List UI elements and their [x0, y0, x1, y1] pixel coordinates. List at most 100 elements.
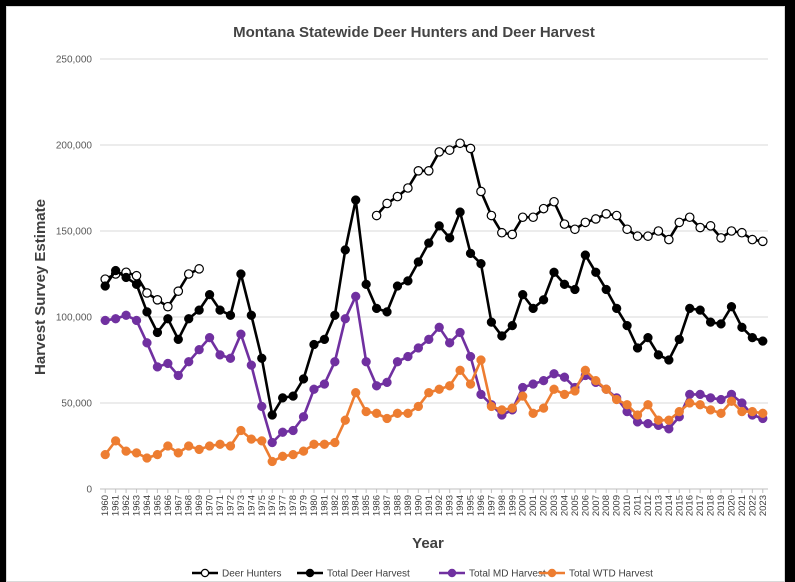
data-point — [152, 327, 163, 338]
data-point — [424, 388, 434, 398]
series-layer — [100, 138, 768, 467]
data-point — [695, 400, 705, 410]
data-point — [643, 231, 653, 241]
data-point — [173, 448, 183, 458]
data-point — [559, 372, 570, 382]
series-line — [104, 358, 763, 463]
data-point — [685, 303, 695, 314]
data-point — [121, 446, 131, 456]
data-point — [528, 379, 538, 389]
data-point — [403, 183, 413, 193]
x-tick-label: 1992 — [434, 495, 445, 516]
legend-label: Total Deer Harvest — [327, 569, 410, 580]
data-point — [497, 227, 507, 238]
data-point — [351, 388, 361, 398]
data-point — [392, 281, 403, 291]
data-point — [653, 415, 664, 425]
x-tick-label: 1972 — [225, 495, 236, 516]
data-point — [570, 386, 580, 396]
data-point — [330, 310, 340, 320]
data-point — [705, 393, 716, 403]
data-point — [538, 403, 549, 413]
x-tick-label: 1981 — [319, 495, 330, 516]
data-point — [674, 334, 684, 345]
x-tick-label: 1989 — [403, 495, 414, 516]
x-axis-label: Year — [412, 535, 444, 552]
data-point — [705, 221, 716, 231]
x-tick-label: 2007 — [591, 495, 602, 516]
data-point — [497, 405, 507, 415]
data-point — [476, 186, 486, 197]
data-point — [664, 424, 674, 434]
x-tick-label: 2001 — [528, 495, 539, 516]
x-tick-label: 2013 — [653, 495, 664, 516]
data-point — [726, 302, 737, 312]
data-point — [236, 329, 246, 339]
data-point — [538, 203, 549, 214]
series-line — [105, 295, 764, 444]
data-point — [111, 314, 121, 324]
data-point — [455, 327, 465, 338]
data-point — [267, 410, 277, 420]
data-point — [612, 303, 622, 314]
data-point — [100, 315, 110, 326]
x-tick-label: 2008 — [601, 495, 612, 516]
x-tick-label: 1982 — [330, 495, 341, 516]
y-tick-label: 150,000 — [56, 227, 93, 238]
series-total-wtd-harvest — [100, 355, 768, 467]
data-point — [340, 314, 350, 324]
data-point — [413, 257, 423, 267]
data-point — [747, 332, 757, 343]
x-tick-label: 1971 — [215, 495, 226, 516]
x-tick-label: 1998 — [497, 495, 508, 516]
y-axis-ticks: 0 50,000 100,000 150,000 200,000 250,000 — [56, 55, 93, 496]
x-tick-label: 1988 — [392, 495, 403, 516]
series-line — [104, 141, 763, 308]
x-tick-label: 1995 — [466, 495, 477, 516]
data-point — [340, 415, 350, 425]
data-point — [685, 389, 695, 400]
data-point — [591, 267, 601, 277]
legend-item: Deer Hunters — [192, 569, 281, 580]
data-point — [246, 310, 256, 320]
legend: Deer Hunters Total Deer Harvest Total MD H… — [192, 569, 653, 580]
data-point — [236, 269, 246, 279]
data-point — [434, 221, 444, 231]
data-point — [445, 233, 455, 243]
x-tick-label: 2020 — [726, 495, 737, 516]
data-point — [340, 245, 350, 255]
x-tick-label: 1963 — [132, 495, 143, 516]
data-point — [465, 248, 476, 259]
data-point — [121, 310, 131, 320]
data-point — [538, 295, 549, 305]
data-point — [257, 436, 267, 446]
data-point — [716, 408, 726, 418]
data-point — [225, 353, 236, 363]
data-point — [351, 291, 361, 302]
data-point — [278, 451, 288, 461]
data-point — [726, 396, 737, 406]
data-point — [257, 401, 267, 412]
data-point — [131, 270, 142, 281]
data-point — [559, 389, 570, 400]
data-point — [705, 405, 716, 415]
data-point — [267, 456, 277, 467]
data-point — [131, 279, 142, 289]
x-tick-label: 2014 — [664, 495, 675, 516]
data-point — [382, 413, 392, 424]
data-point — [643, 400, 653, 410]
data-point — [737, 406, 747, 417]
x-tick-label: 1967 — [173, 495, 184, 516]
legend-label: Total WTD Harvest — [569, 569, 653, 580]
data-point — [486, 210, 497, 221]
x-tick-label: 1994 — [455, 495, 466, 516]
data-point — [100, 449, 110, 460]
data-point — [183, 269, 194, 279]
data-point — [236, 425, 246, 436]
data-point — [392, 408, 403, 418]
data-point — [695, 389, 705, 400]
data-point — [100, 281, 110, 291]
data-point — [507, 320, 517, 331]
data-point — [319, 379, 330, 389]
x-tick-label: 2018 — [706, 495, 717, 516]
